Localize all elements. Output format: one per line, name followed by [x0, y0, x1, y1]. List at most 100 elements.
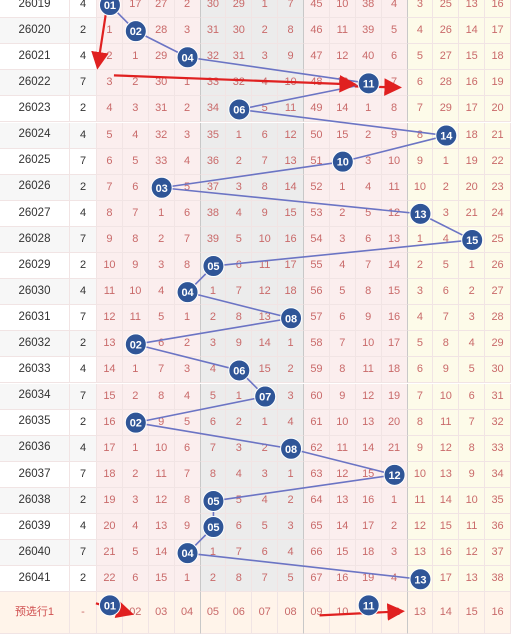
miss-count-cell: 7: [459, 409, 486, 436]
miss-count-cell: 6: [381, 44, 408, 71]
hit-ball-07[interactable]: 07: [254, 385, 277, 408]
miss-count-cell: 53: [304, 200, 330, 227]
miss-count-cell: 1: [278, 331, 304, 358]
hit-ball-13[interactable]: 13: [409, 568, 432, 591]
hit-ball-04[interactable]: 04: [176, 542, 199, 565]
preselect-number-15[interactable]: 15: [459, 592, 486, 634]
preselect-number-07[interactable]: 07: [252, 592, 279, 634]
hit-ball-14[interactable]: 14: [435, 124, 458, 147]
preselect-ball-01[interactable]: 01: [98, 594, 121, 617]
miss-count-cell: 2: [122, 70, 149, 97]
miss-count-cell: 7: [433, 305, 460, 332]
miss-count-cell: 4: [433, 226, 460, 253]
miss-count-cell: 4: [226, 461, 253, 488]
hit-ball-08[interactable]: 08: [280, 307, 303, 330]
hit-ball-11[interactable]: 11: [357, 72, 380, 95]
hit-ball-05[interactable]: 05: [202, 489, 225, 512]
ball-label: 08: [285, 444, 297, 456]
preselect-ball-11[interactable]: 11: [357, 594, 380, 617]
preselect-row-label[interactable]: 预选行1: [0, 592, 70, 634]
hit-ball-06[interactable]: 06: [228, 359, 251, 382]
ball-circle: [435, 124, 458, 147]
issue-number: 26021: [0, 44, 70, 71]
hit-ball-02[interactable]: 02: [124, 333, 147, 356]
hit-ball-02[interactable]: 02: [124, 20, 147, 43]
sum-value: 7: [70, 540, 97, 567]
miss-count-cell: 7: [355, 253, 382, 280]
miss-count-cell: 11: [381, 174, 408, 201]
miss-count-cell: 16: [459, 70, 486, 97]
miss-count-cell: 12: [252, 279, 279, 306]
miss-count-cell: 7: [407, 383, 434, 410]
preselect-number-06[interactable]: 06: [226, 592, 253, 634]
hit-ball-04[interactable]: 04: [176, 281, 199, 304]
miss-count-cell: 2: [174, 0, 201, 19]
hit-ball-04[interactable]: 04: [176, 46, 199, 69]
miss-count-cell: 3: [174, 357, 201, 384]
issue-number: 26035: [0, 409, 70, 436]
miss-count-cell: 9: [329, 383, 356, 410]
ball-circle: [176, 542, 199, 565]
miss-count-cell: 1: [122, 435, 149, 462]
hit-ball-12[interactable]: 12: [383, 463, 406, 486]
preselect-number-03[interactable]: 03: [148, 592, 175, 634]
hit-ball-15[interactable]: 15: [461, 228, 484, 251]
hit-ball-01[interactable]: 01: [98, 0, 121, 17]
preselect-number-09[interactable]: 09: [304, 592, 330, 634]
hit-ball-03[interactable]: 03: [150, 176, 173, 199]
preselect-number-05[interactable]: 05: [200, 592, 227, 634]
miss-count-cell: 21: [485, 122, 511, 149]
miss-count-cell: 32: [485, 409, 511, 436]
miss-count-cell: 12: [278, 122, 304, 149]
miss-count-cell: 12: [329, 44, 356, 71]
miss-count-cell: 12: [459, 540, 486, 567]
miss-count-cell: 12: [148, 487, 175, 514]
preselect-number-08[interactable]: 08: [278, 592, 304, 634]
miss-count-cell: 1: [252, 0, 279, 19]
miss-count-cell: 4: [174, 148, 201, 175]
ball-label: 14: [440, 131, 453, 143]
miss-count-cell: 2: [407, 253, 434, 280]
miss-count-cell: 38: [485, 566, 511, 593]
issue-number: 26028: [0, 226, 70, 253]
preselect-number-10[interactable]: 10: [329, 592, 356, 634]
miss-count-cell: 2: [278, 357, 304, 384]
hit-ball-06[interactable]: 06: [228, 98, 251, 121]
preselect-number-16[interactable]: 16: [485, 592, 511, 634]
miss-count-cell: 3: [355, 148, 382, 175]
miss-count-cell: 15: [329, 122, 356, 149]
hit-ball-13[interactable]: 13: [409, 202, 432, 225]
miss-count-cell: 3: [226, 435, 253, 462]
hit-ball-05[interactable]: 05: [202, 516, 225, 539]
preselect-number-12[interactable]: 12: [381, 592, 408, 634]
hit-ball-05[interactable]: 05: [202, 255, 225, 278]
miss-count-cell: 3: [174, 122, 201, 149]
miss-count-cell: 12: [433, 435, 460, 462]
preselect-number-14[interactable]: 14: [433, 592, 460, 634]
miss-count-cell: 17: [122, 0, 149, 19]
ball-label: 13: [414, 574, 426, 586]
miss-count-cell: 12: [381, 200, 408, 227]
preselect-number-13[interactable]: 13: [407, 592, 434, 634]
sum-value: 7: [70, 148, 97, 175]
preselect-number-02[interactable]: 02: [122, 592, 149, 634]
issue-number: 26032: [0, 331, 70, 358]
sum-value: 7: [70, 70, 97, 97]
hit-ball-08[interactable]: 08: [280, 437, 303, 460]
miss-count-cell: 58: [304, 331, 330, 358]
miss-count-cell: 62: [304, 435, 330, 462]
hit-ball-10[interactable]: 10: [331, 150, 354, 173]
sum-value: 7: [70, 305, 97, 332]
hit-ball-02[interactable]: 02: [124, 411, 147, 434]
miss-count-cell: 1: [148, 200, 175, 227]
miss-count-cell: 2: [122, 461, 149, 488]
miss-count-cell: 67: [304, 566, 330, 593]
miss-count-cell: 18: [485, 44, 511, 71]
miss-count-cell: 20: [97, 514, 123, 541]
preselect-number-04[interactable]: 04: [174, 592, 201, 634]
miss-count-cell: 8: [200, 461, 227, 488]
miss-count-cell: 13: [329, 70, 356, 97]
miss-count-cell: 14: [97, 357, 123, 384]
ball-label: 04: [181, 548, 194, 560]
miss-count-cell: 5: [122, 540, 149, 567]
